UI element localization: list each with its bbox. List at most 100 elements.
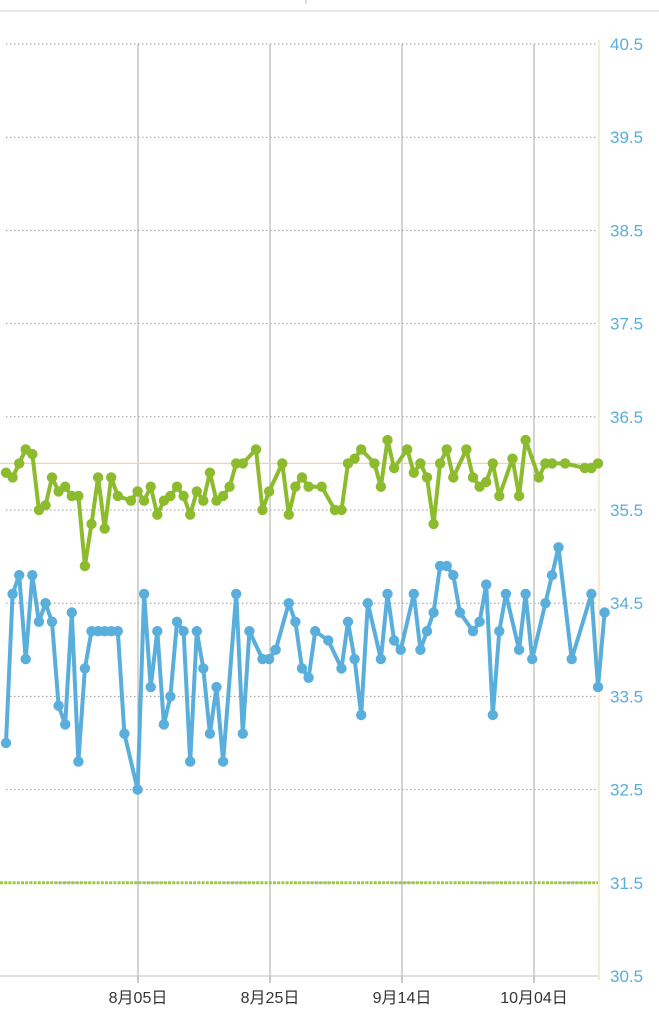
lower-series-point — [494, 626, 505, 637]
upper-series-point — [513, 490, 525, 502]
lower-series-point — [204, 728, 216, 739]
lower-series-point — [487, 709, 498, 721]
upper-series-point — [559, 458, 571, 469]
lower-series-point — [540, 598, 551, 609]
x-tick-label: 8月05日 — [109, 990, 168, 1007]
lower-series-point — [336, 663, 347, 674]
upper-series-point — [382, 434, 393, 446]
lower-series-point — [283, 598, 294, 609]
upper-series-point — [263, 486, 275, 497]
upper-series-point — [92, 472, 104, 483]
lower-series-point — [553, 542, 564, 553]
upper-series-point — [138, 495, 150, 506]
y-tick-label: 33.5 — [610, 687, 643, 706]
lower-series-point — [421, 626, 433, 637]
upper-series-point — [145, 481, 156, 492]
lower-series-point — [303, 672, 314, 683]
upper-series-point — [237, 458, 248, 469]
upper-series-point — [106, 472, 117, 483]
lower-series-point — [263, 653, 275, 665]
upper-series-point — [99, 523, 110, 534]
upper-series-point — [46, 472, 58, 483]
lower-series-point — [198, 663, 209, 674]
upper-series-point — [185, 509, 196, 520]
upper-series-point — [132, 486, 143, 497]
upper-series-point — [152, 509, 163, 520]
upper-series-point — [415, 458, 426, 469]
upper-series-point — [428, 518, 439, 530]
upper-series-point — [112, 490, 124, 502]
upper-series-point — [336, 504, 347, 516]
lower-series-point — [138, 588, 150, 600]
lower-series-point — [599, 607, 610, 618]
lower-series-point — [217, 756, 229, 767]
y-tick-label: 39.5 — [610, 128, 643, 147]
lower-series-point — [586, 588, 597, 600]
lower-series-point — [14, 570, 25, 581]
lower-series-point — [408, 588, 419, 600]
upper-series-point — [217, 490, 229, 502]
lower-series-point — [53, 700, 64, 711]
lower-series-point — [474, 616, 485, 627]
upper-series-point — [448, 472, 459, 483]
lower-series-point — [362, 598, 373, 609]
upper-series-point — [316, 481, 327, 492]
x-tick-label: 9月14日 — [373, 990, 432, 1007]
upper-series-point — [165, 490, 176, 502]
lower-series-point — [165, 691, 176, 702]
lower-series-point — [520, 588, 531, 600]
lower-series-point — [527, 653, 538, 665]
y-tick-label: 38.5 — [610, 221, 643, 240]
lower-series-point — [191, 626, 202, 637]
y-tick-label: 30.5 — [610, 967, 643, 986]
lower-series-point — [454, 607, 466, 618]
lower-series-point — [546, 570, 558, 581]
lower-series-line — [4, 545, 607, 792]
lower-series-point — [152, 626, 163, 637]
lower-series-point — [20, 653, 31, 665]
lower-series-point — [342, 616, 354, 627]
lower-series-point — [112, 626, 124, 637]
lower-series-point — [388, 635, 400, 646]
upper-series-point — [533, 472, 544, 483]
lower-series-point — [7, 588, 18, 600]
lower-series-point — [428, 607, 439, 618]
upper-series-point — [7, 472, 18, 483]
upper-series-point — [402, 444, 413, 455]
lower-series-point — [237, 728, 248, 739]
upper-series-point — [408, 467, 419, 478]
lower-series-point — [132, 784, 143, 795]
lower-series-point — [178, 626, 189, 637]
lower-series-point — [513, 644, 525, 655]
lower-series-point — [231, 588, 242, 600]
lower-series-point — [323, 635, 334, 646]
upper-series-point — [441, 444, 452, 455]
lower-series-point — [500, 588, 512, 600]
lower-series-point — [395, 644, 406, 655]
lower-series-point — [119, 728, 130, 739]
upper-series-point — [191, 486, 202, 497]
lower-series-point — [0, 737, 12, 749]
lower-series-point — [592, 681, 604, 693]
lower-series-point — [349, 653, 360, 665]
upper-series-point — [520, 434, 531, 446]
lower-series-point — [290, 616, 301, 627]
upper-series-point — [257, 504, 268, 516]
lower-series-point — [270, 644, 281, 655]
upper-series-point — [178, 490, 189, 502]
lower-series-point — [40, 598, 51, 609]
upper-series-point — [171, 481, 183, 492]
upper-series-point — [283, 509, 294, 520]
upper-series-point — [421, 472, 433, 483]
lower-series-point — [415, 644, 426, 655]
upper-series-point — [40, 500, 51, 511]
y-tick-label: 31.5 — [610, 874, 643, 893]
upper-series-point — [125, 495, 137, 506]
upper-series-point — [59, 481, 71, 492]
lower-series-point — [59, 719, 71, 730]
lower-series-point — [382, 588, 393, 600]
lower-series-point — [79, 663, 91, 674]
lower-series-point — [296, 663, 308, 674]
